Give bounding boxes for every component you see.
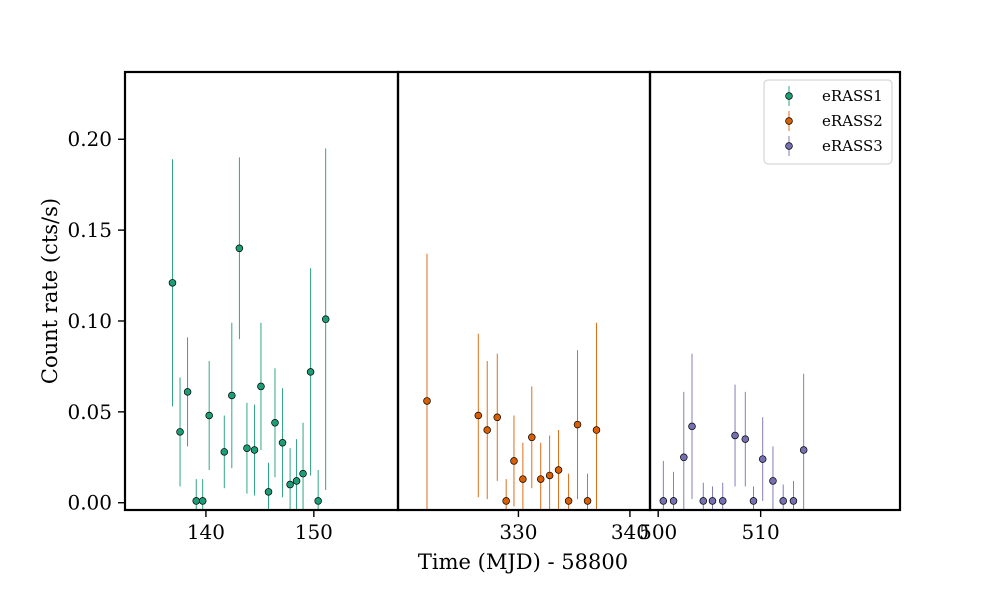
data-point-erass2 [536, 475, 545, 483]
y-tick-label: 0.15 [67, 218, 112, 242]
y-axis-label: Count rate (cts/s) [38, 198, 62, 384]
data-point-erass1 [250, 446, 259, 454]
data-point-erass3 [769, 477, 777, 485]
data-point-erass1 [183, 388, 192, 396]
data-point-erass2 [573, 420, 582, 429]
data-point-erass3 [680, 453, 688, 462]
data-point-erass3 [749, 497, 758, 505]
data-point-erass3 [779, 497, 787, 505]
data-point-erass2 [583, 497, 592, 505]
data-point-erass1 [299, 469, 307, 478]
data-point-erass3 [799, 446, 808, 454]
data-point-erass1 [257, 382, 265, 391]
data-point-erass1 [271, 419, 279, 427]
data-point-erass1 [168, 279, 177, 287]
data-point-erass3 [659, 497, 668, 505]
data-point-erass2 [502, 497, 510, 505]
data-point-erass1 [292, 477, 301, 485]
data-point-erass3 [718, 497, 727, 505]
data-point-erass2 [528, 433, 536, 442]
x-tick-label: 150 [295, 520, 333, 544]
x-tick-label: 330 [499, 520, 537, 544]
legend-box [763, 79, 893, 165]
data-point-erass3 [758, 455, 767, 463]
data-point-erass2 [554, 466, 563, 474]
panel-frame-2 [396, 70, 652, 512]
legend-marker [785, 142, 793, 150]
data-point-erass3 [688, 422, 696, 431]
legend-marker [785, 92, 793, 100]
data-point-erass1 [176, 428, 184, 436]
data-point-erass3 [669, 497, 678, 505]
legend-label: eRASS2 [822, 112, 883, 130]
legend-label: eRASS1 [822, 87, 883, 105]
x-tick-label: 140 [187, 520, 225, 544]
data-point-erass2 [519, 475, 527, 483]
y-tick-label: 0.00 [67, 491, 112, 515]
data-point-erass1 [278, 439, 287, 447]
data-point-erass2 [510, 457, 518, 465]
data-point-erass2 [483, 426, 491, 434]
data-point-erass1 [198, 497, 207, 505]
panel-frame-1 [123, 70, 400, 512]
data-point-erass2 [474, 411, 483, 420]
data-point-erass1 [264, 488, 273, 496]
data-point-erass1 [321, 315, 330, 323]
data-point-erass2 [564, 497, 573, 505]
data-point-erass2 [592, 426, 601, 434]
legend-marker [785, 117, 793, 125]
data-point-erass3 [731, 431, 739, 440]
data-point-erass1 [192, 497, 200, 505]
panel-frame-3 [648, 70, 902, 512]
data-point-erass2 [493, 413, 501, 422]
y-tick-label: 0.05 [67, 400, 112, 424]
data-point-erass1 [220, 448, 229, 456]
data-point-erass3 [708, 497, 717, 505]
x-axis-label: Time (MJD) - 58800 [418, 550, 628, 574]
data-point-erass3 [699, 497, 708, 505]
data-point-erass1 [243, 444, 251, 452]
data-point-erass1 [235, 244, 244, 253]
data-point-erass3 [741, 435, 750, 443]
x-tick-label: 500 [639, 520, 677, 544]
data-point-erass1 [306, 368, 315, 376]
data-point-erass1 [286, 480, 294, 489]
data-point-erass2 [423, 397, 431, 405]
data-point-erass3 [789, 497, 798, 505]
legend-label: eRASS3 [822, 137, 883, 155]
data-point-erass2 [545, 471, 554, 480]
y-tick-label: 0.20 [67, 127, 112, 151]
y-tick-label: 0.10 [67, 309, 112, 333]
data-point-erass1 [205, 411, 213, 420]
data-point-erass1 [228, 391, 236, 400]
x-tick-label: 340 [611, 520, 649, 544]
data-point-erass1 [314, 497, 322, 505]
x-tick-label: 510 [742, 520, 780, 544]
